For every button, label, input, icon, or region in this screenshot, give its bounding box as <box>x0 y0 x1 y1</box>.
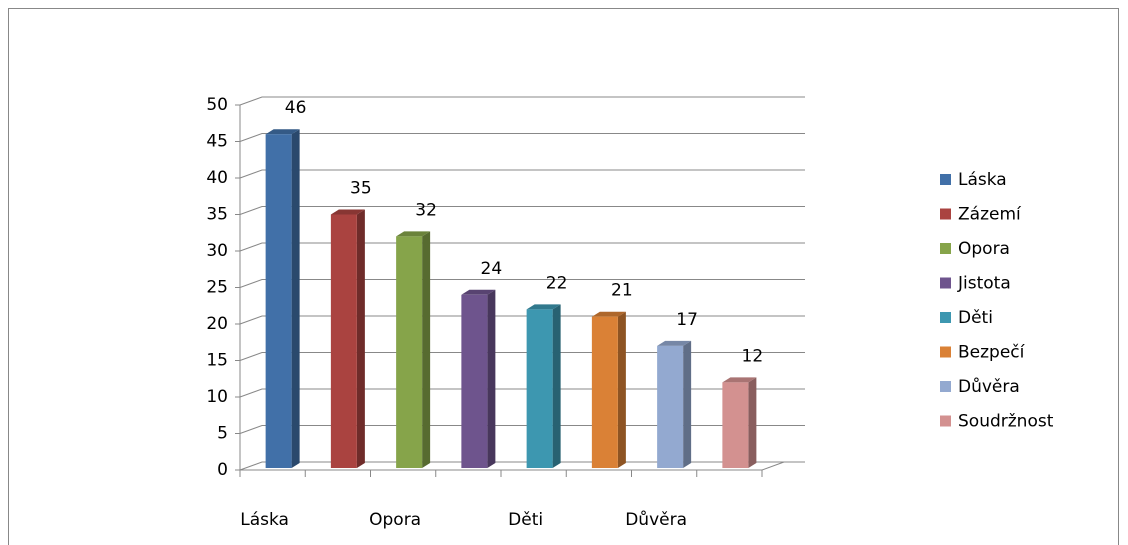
bar-top <box>265 129 300 135</box>
bar <box>722 382 749 468</box>
legend-swatch <box>940 312 951 323</box>
legend-swatch <box>940 415 951 427</box>
y-tick-label: 50 <box>206 95 228 115</box>
bar-top <box>396 231 431 237</box>
bar <box>526 309 553 468</box>
grid-line <box>239 169 805 179</box>
bar-top <box>330 209 365 215</box>
bar-top <box>461 289 496 295</box>
bar-top <box>657 340 692 346</box>
bar <box>396 236 423 468</box>
legend-label: Opora <box>958 239 1010 259</box>
bar-side <box>356 209 365 468</box>
value-label: 24 <box>481 259 503 279</box>
value-label: 12 <box>742 346 764 366</box>
y-tick-label: 10 <box>206 387 228 407</box>
x-tick-label: Opora <box>369 510 421 530</box>
bar <box>330 214 357 468</box>
grid-line <box>239 96 805 106</box>
y-tick-label: 5 <box>217 424 228 444</box>
grid-line <box>239 279 805 288</box>
legend-label: Soudržnost <box>958 412 1054 432</box>
x-tick-label: Láska <box>240 510 289 530</box>
bar-top <box>526 304 561 310</box>
chart-frame <box>8 8 1119 545</box>
legend-swatch <box>940 381 951 392</box>
legend-swatch <box>940 174 951 185</box>
legend-label: Bezpečí <box>958 343 1026 363</box>
legend-label: Jistota <box>957 274 1011 294</box>
floor-edge <box>761 461 785 471</box>
bar <box>657 345 684 468</box>
y-tick-label: 15 <box>206 351 228 371</box>
legend-label: Důvěra <box>958 377 1020 397</box>
bar-side <box>291 129 300 468</box>
legend-swatch <box>940 243 951 254</box>
grid-line <box>239 133 805 142</box>
bar <box>461 294 488 468</box>
bar-side <box>422 231 431 468</box>
bar-side <box>748 377 757 468</box>
y-tick-label: 35 <box>206 205 228 225</box>
y-tick-label: 45 <box>206 132 228 152</box>
bar-top <box>722 377 757 383</box>
bar <box>265 134 292 468</box>
value-label: 35 <box>350 179 372 199</box>
legend-label: Děti <box>958 308 993 328</box>
bar-side <box>617 311 626 468</box>
value-label: 46 <box>285 98 307 118</box>
legend-swatch <box>940 346 951 358</box>
y-tick-label: 25 <box>206 278 228 298</box>
x-tick-label: Důvěra <box>625 510 687 530</box>
y-tick-label: 0 <box>217 460 228 480</box>
bar-side <box>683 340 692 468</box>
y-tick-label: 40 <box>206 168 228 188</box>
value-label: 22 <box>546 273 568 293</box>
legend-label: Láska <box>958 170 1007 190</box>
bar-side <box>552 304 561 468</box>
y-tick-label: 20 <box>206 314 228 334</box>
bar-side <box>487 289 496 468</box>
legend-label: Zázemí <box>958 205 1022 225</box>
value-label: 21 <box>611 281 633 301</box>
x-tick-label: Děti <box>508 510 543 530</box>
legend-swatch <box>940 277 951 289</box>
legend-swatch <box>940 208 951 220</box>
grid-line <box>239 242 805 252</box>
y-tick-label: 30 <box>206 241 228 261</box>
value-label: 17 <box>676 310 698 330</box>
bar <box>591 316 618 468</box>
bar-top <box>591 311 626 317</box>
value-label: 32 <box>415 200 437 220</box>
grid-line <box>239 206 805 215</box>
